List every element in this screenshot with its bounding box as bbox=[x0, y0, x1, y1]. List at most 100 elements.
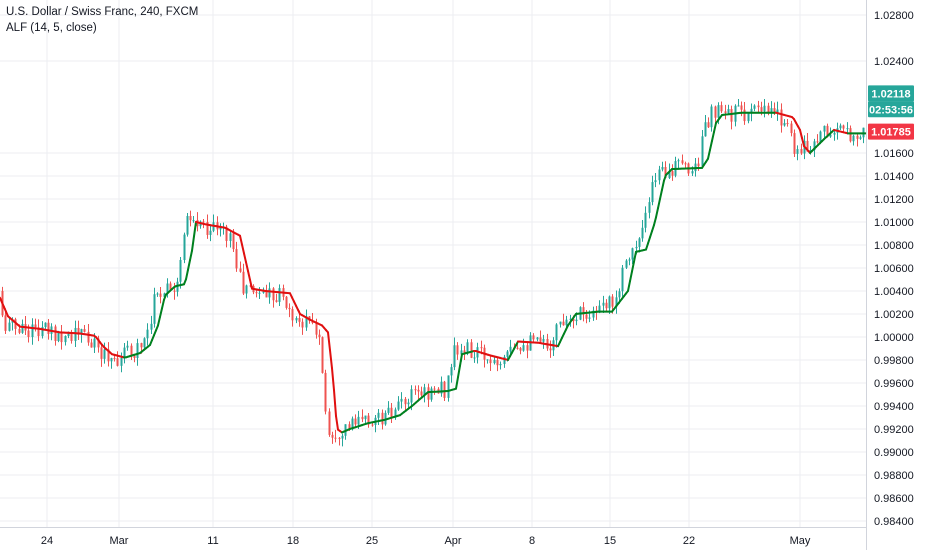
candle-body bbox=[325, 373, 327, 412]
candle-body bbox=[781, 110, 783, 126]
x-tick-label: 8 bbox=[529, 535, 535, 547]
candle-body bbox=[322, 337, 324, 373]
price-label-text: 1.01785 bbox=[871, 127, 911, 139]
alf-segment bbox=[660, 190, 662, 199]
candle-body bbox=[273, 288, 275, 300]
alf-segment bbox=[246, 262, 248, 271]
candle-body bbox=[652, 182, 654, 202]
y-tick-label: 1.00000 bbox=[874, 332, 914, 344]
candle-body bbox=[91, 343, 93, 348]
candle-body bbox=[75, 328, 77, 341]
candle-body bbox=[784, 123, 786, 125]
candle-body bbox=[117, 358, 119, 366]
alf-segment bbox=[328, 332, 330, 350]
candle-body bbox=[711, 107, 713, 128]
candle-body bbox=[279, 288, 281, 302]
candle-body bbox=[342, 436, 344, 439]
y-tick-label: 1.02400 bbox=[874, 56, 914, 68]
alf-segment bbox=[248, 271, 250, 280]
candle-body bbox=[692, 171, 694, 173]
y-tick-label: 0.99200 bbox=[874, 424, 914, 436]
alf-segment bbox=[630, 271, 632, 281]
alf-segment bbox=[714, 123, 716, 132]
candle-body bbox=[682, 160, 684, 163]
alf-segment bbox=[658, 199, 660, 208]
candle-body bbox=[678, 160, 680, 161]
y-tick-label: 0.99800 bbox=[874, 355, 914, 367]
alf-segment bbox=[634, 252, 636, 262]
candle-body bbox=[629, 259, 631, 260]
candle-body bbox=[490, 359, 492, 363]
chart-legend: U.S. Dollar / Swiss Franc, 240, FXCM ALF… bbox=[6, 4, 198, 36]
candle-body bbox=[507, 351, 509, 356]
candle-body bbox=[190, 216, 192, 220]
y-tick-label: 0.98800 bbox=[874, 470, 914, 482]
y-tick-label: 1.00200 bbox=[874, 309, 914, 321]
candle-body bbox=[289, 308, 291, 309]
candle-body bbox=[180, 260, 182, 282]
x-tick-label: 24 bbox=[41, 535, 53, 547]
alf-segment bbox=[242, 245, 244, 254]
alf-segment bbox=[712, 132, 714, 141]
candle-body bbox=[372, 425, 374, 426]
candle-body bbox=[794, 133, 796, 154]
candle-body bbox=[715, 107, 717, 118]
candle-body bbox=[847, 128, 849, 129]
alf-segment bbox=[656, 208, 658, 217]
candle-body bbox=[454, 345, 456, 367]
candle-body bbox=[560, 322, 562, 325]
x-tick-label: 11 bbox=[207, 535, 218, 547]
x-tick-label: Apr bbox=[444, 535, 461, 547]
candle-body bbox=[603, 303, 605, 306]
candle-body bbox=[500, 364, 502, 365]
alf-segment bbox=[192, 236, 194, 250]
candle-body bbox=[296, 318, 298, 320]
alf-segment bbox=[628, 281, 630, 291]
axes: 1.028001.024001.016001.014001.012001.010… bbox=[0, 0, 914, 550]
candle-body bbox=[860, 137, 862, 139]
alf-segment bbox=[710, 141, 712, 150]
alf-segment bbox=[708, 150, 710, 159]
candle-body bbox=[622, 268, 624, 292]
candle-body bbox=[147, 330, 149, 339]
candle-body bbox=[843, 125, 845, 128]
candle-body bbox=[22, 324, 24, 333]
alf-segment bbox=[162, 300, 164, 309]
candle-body bbox=[725, 111, 727, 113]
alf-segment bbox=[802, 138, 804, 146]
candle-body bbox=[731, 109, 733, 122]
candle-body bbox=[850, 128, 852, 141]
y-tick-label: 1.00800 bbox=[874, 240, 914, 252]
candle-body bbox=[853, 136, 855, 141]
price-label-text: 02:53:56 bbox=[869, 104, 913, 116]
candle-body bbox=[388, 408, 390, 413]
candle-body bbox=[444, 382, 446, 398]
y-tick-label: 0.98600 bbox=[874, 493, 914, 505]
candle-body bbox=[65, 336, 67, 342]
candle-body bbox=[672, 171, 674, 176]
alf-segment bbox=[160, 308, 162, 317]
x-tick-label: 18 bbox=[287, 535, 299, 547]
candle-body bbox=[576, 320, 578, 321]
candle-body bbox=[537, 337, 539, 339]
candle-body bbox=[5, 315, 7, 331]
candle-body bbox=[758, 106, 760, 108]
y-tick-label: 1.00400 bbox=[874, 286, 914, 298]
candle-body bbox=[642, 228, 644, 239]
candle-body bbox=[276, 300, 278, 302]
y-tick-label: 1.00600 bbox=[874, 263, 914, 275]
candle-body bbox=[184, 235, 186, 260]
candle-body bbox=[398, 402, 400, 410]
candle-body bbox=[718, 105, 720, 118]
candle-body bbox=[269, 288, 271, 297]
candle-body bbox=[431, 389, 433, 400]
candle-body bbox=[104, 350, 106, 359]
candle-body bbox=[421, 391, 423, 395]
candle-body bbox=[510, 347, 512, 352]
candle-body bbox=[9, 323, 11, 331]
alf-segment bbox=[330, 350, 332, 368]
candle-body bbox=[533, 335, 535, 339]
candle-body bbox=[203, 222, 205, 223]
candle-body bbox=[127, 346, 129, 348]
